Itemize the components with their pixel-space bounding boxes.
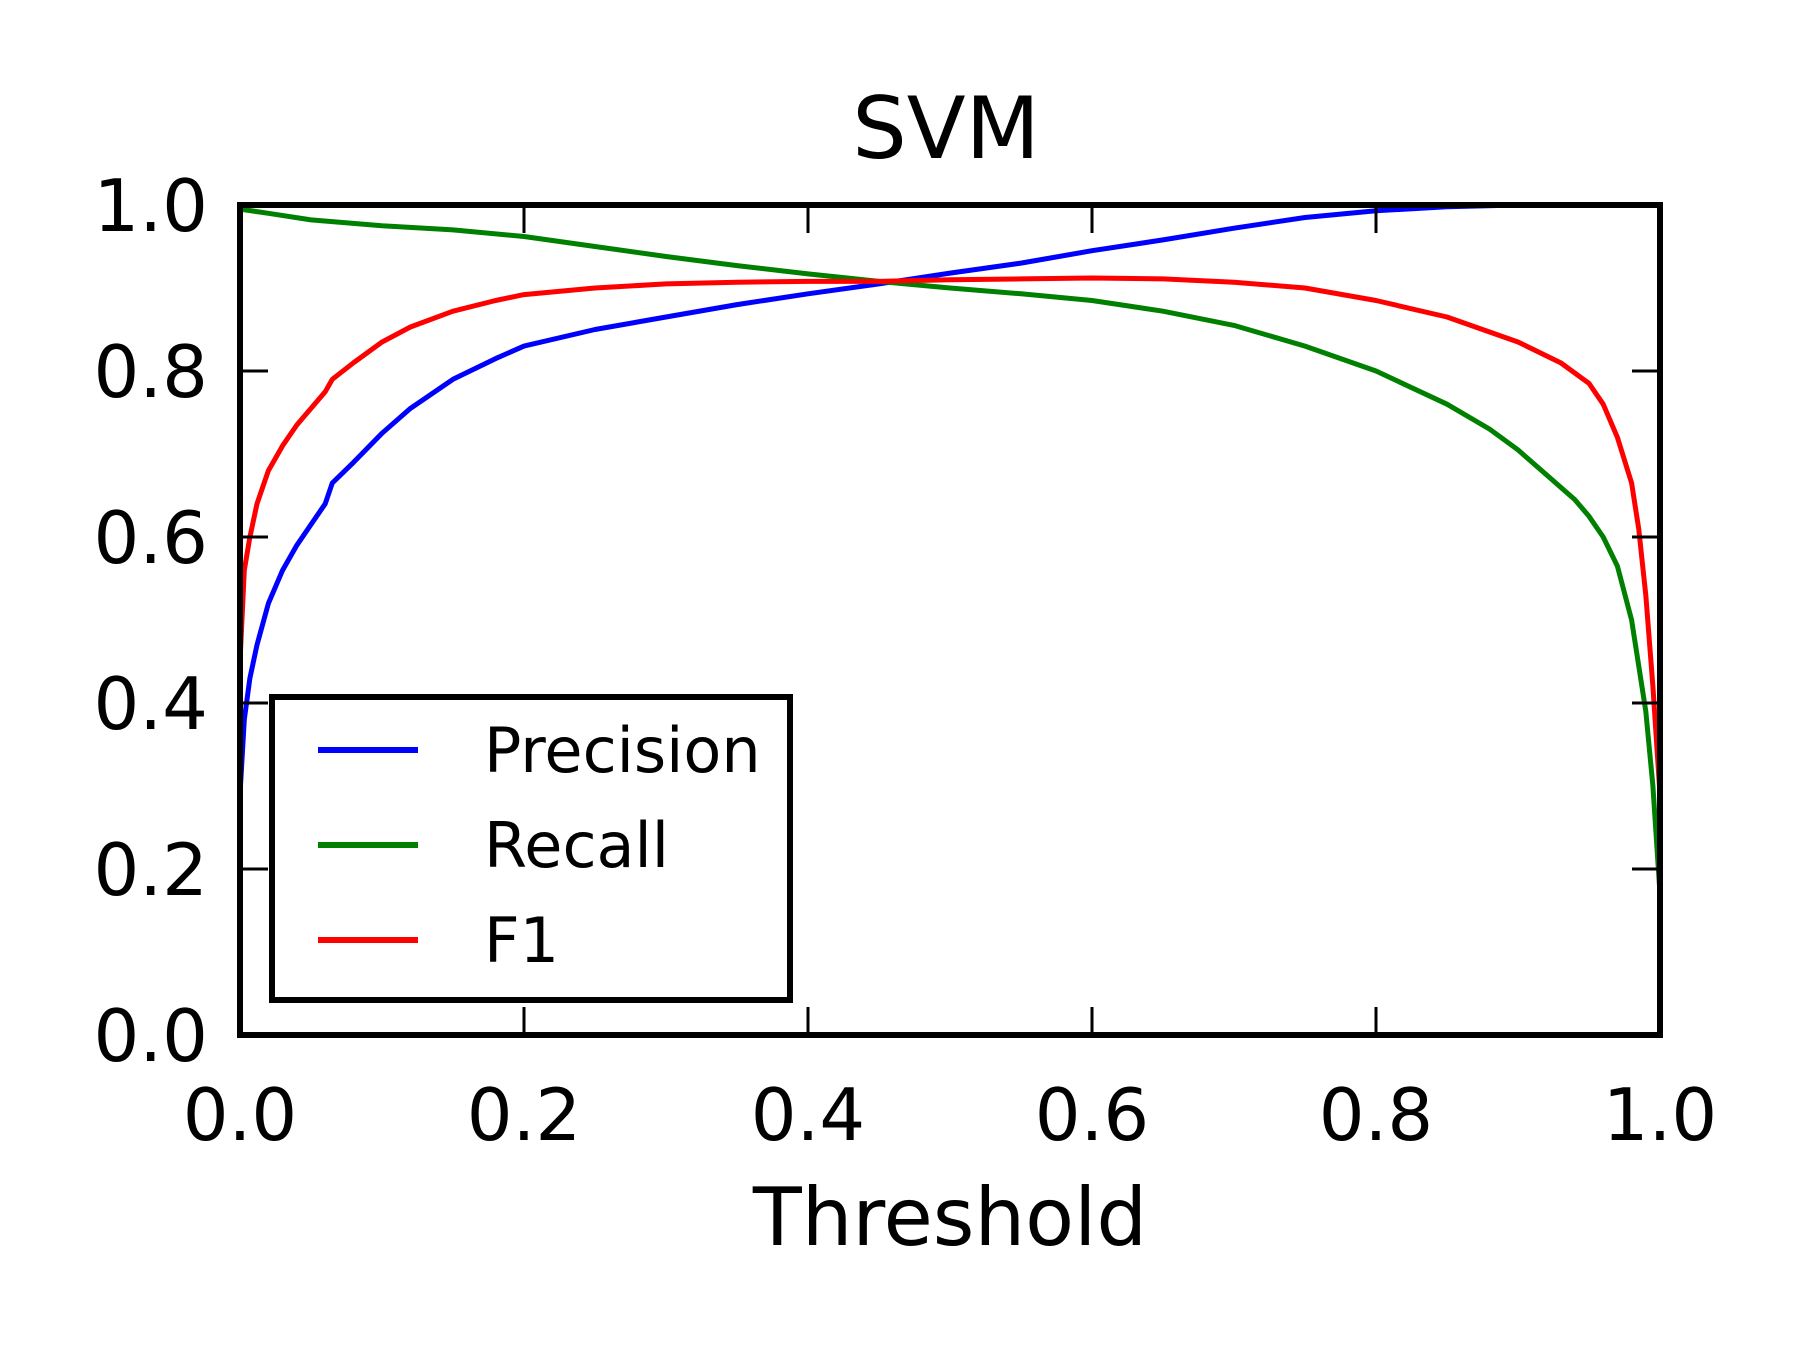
- legend-label-precision: Precision: [484, 714, 761, 787]
- plot-frame: [237, 202, 1663, 1038]
- x-axis-label: Threshold: [752, 1171, 1147, 1264]
- legend-label-f1: F1: [484, 904, 559, 977]
- tick-label-layer: 0.0 0.2 0.4 0.6 0.8 1.0 0.0 0.2 0.4 0.6 0.8 1.0: [93, 164, 1717, 1157]
- y-tick-label-4: 0.8: [93, 330, 208, 414]
- series-layer: [237, 202, 1663, 895]
- y-tick-label-5: 1.0: [93, 164, 208, 248]
- series-line-precision: [237, 202, 1660, 795]
- series-line-recall: [239, 206, 1663, 895]
- chart-title: SVM: [852, 79, 1040, 179]
- tick-layer: [238, 203, 1662, 1037]
- y-tick-label-0: 0.0: [93, 994, 208, 1078]
- series-line-f1: [237, 275, 1663, 795]
- x-tick-label-4: 0.8: [1319, 1073, 1434, 1157]
- legend-label-recall: Recall: [484, 809, 669, 882]
- legend: Precision Recall F1: [269, 694, 793, 1003]
- y-tick-label-2: 0.4: [93, 662, 208, 746]
- x-tick-label-1: 0.2: [467, 1073, 582, 1157]
- x-tick-label-0: 0.0: [183, 1073, 298, 1157]
- x-tick-label-5: 1.0: [1603, 1073, 1718, 1157]
- x-tick-label-3: 0.6: [1035, 1073, 1150, 1157]
- x-tick-label-2: 0.4: [751, 1073, 866, 1157]
- y-tick-label-3: 0.6: [93, 496, 208, 580]
- legend-items: Precision Recall F1: [318, 714, 761, 977]
- y-tick-label-1: 0.2: [93, 828, 208, 912]
